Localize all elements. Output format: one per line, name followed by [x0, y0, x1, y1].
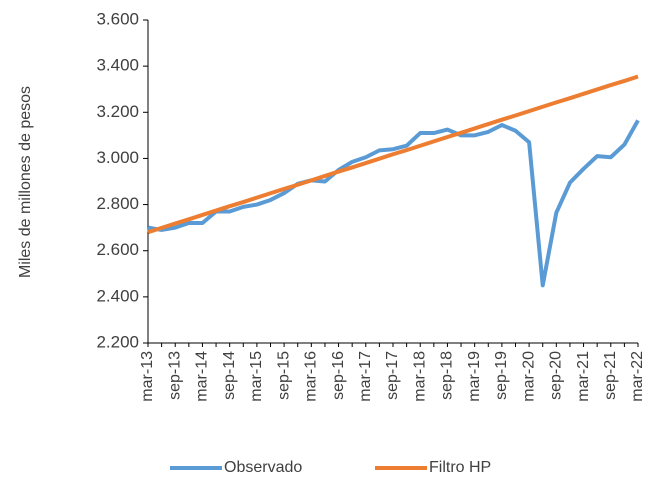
x-tick-label: sep-18	[439, 351, 456, 400]
x-tick-label: sep-20	[548, 351, 565, 400]
x-tick-label: sep-21	[602, 351, 619, 400]
x-tick-label: sep-14	[221, 351, 238, 400]
y-tick-label: 3.400	[96, 56, 139, 75]
legend-label: Observado	[224, 459, 302, 476]
y-tick-label: 3.200	[96, 102, 139, 121]
x-tick-label: mar-16	[303, 351, 320, 402]
x-tick-label: mar-13	[139, 351, 156, 402]
x-tick-label: mar-15	[248, 351, 265, 402]
y-tick-label: 2.600	[96, 240, 139, 259]
x-tick-label: sep-17	[384, 351, 401, 400]
x-tick-label: sep-19	[493, 351, 510, 400]
x-tick-label: mar-17	[357, 351, 374, 402]
series-line	[147, 74, 639, 235]
series-line	[147, 119, 640, 288]
y-axis-label: Miles de millones de pesos	[17, 86, 34, 278]
x-tick-label: mar-14	[194, 351, 211, 402]
x-tick-label: sep-15	[275, 351, 292, 400]
x-tick-label: sep-13	[166, 351, 183, 400]
y-tick-label: 3.600	[96, 9, 139, 28]
legend-label: Filtro HP	[429, 459, 491, 476]
x-tick-label: mar-18	[411, 351, 428, 402]
y-tick-label: 2.400	[96, 286, 139, 305]
x-tick-label: mar-20	[520, 351, 537, 402]
y-tick-label: 2.800	[96, 194, 139, 213]
x-tick-label: mar-22	[629, 351, 646, 402]
y-tick-label: 3.000	[96, 148, 139, 167]
x-tick-label: mar-19	[466, 351, 483, 402]
x-tick-label: sep-16	[330, 351, 347, 400]
y-tick-label: 2.200	[96, 332, 139, 351]
x-tick-label: mar-21	[575, 351, 592, 402]
